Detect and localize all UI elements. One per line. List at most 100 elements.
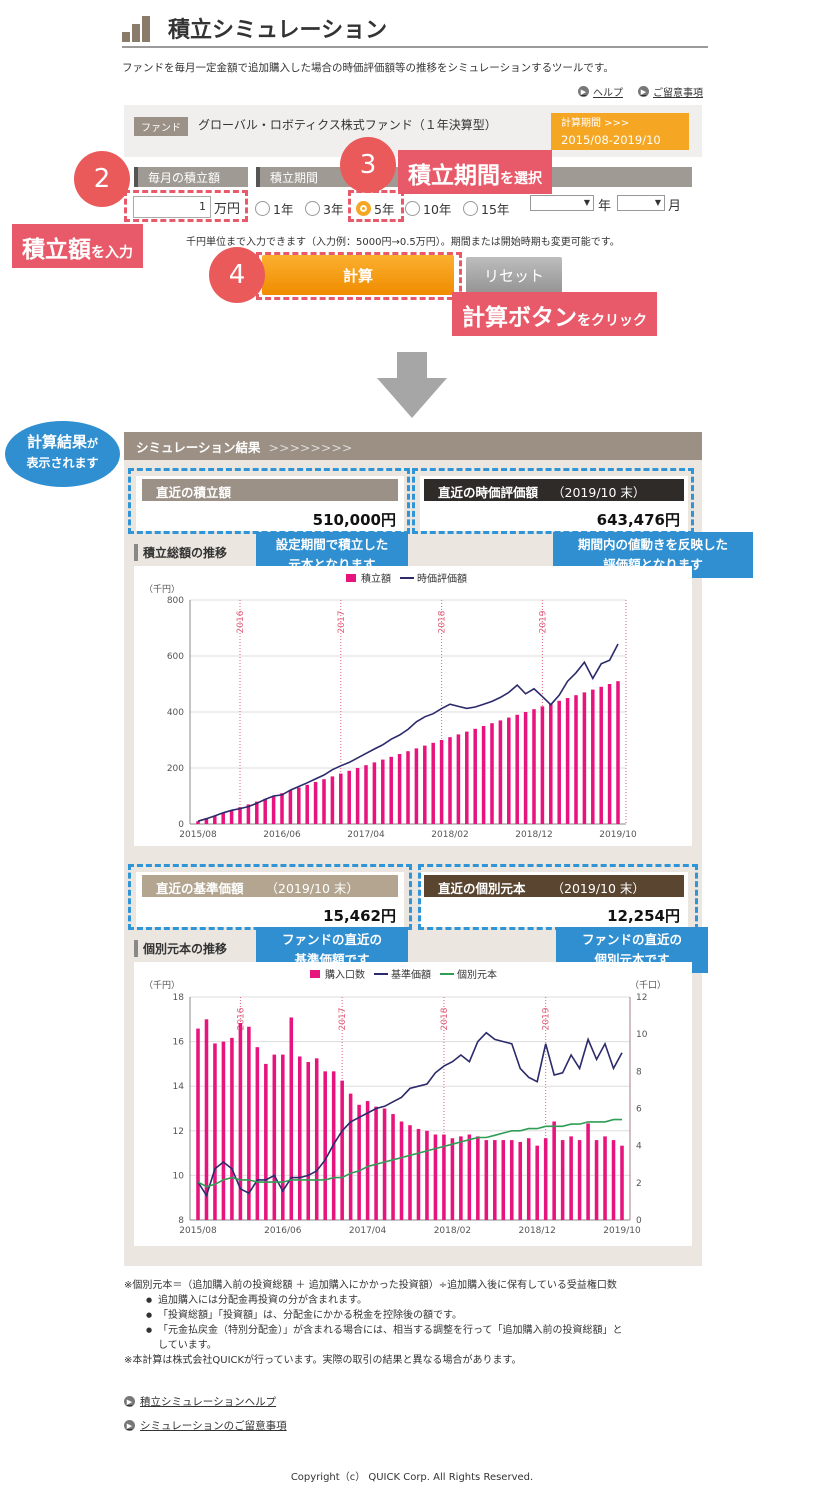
- chart2-container: （千円） （千口） 8 10 12 14 16 18 0 2 4 6 8 10 12 2016 2017 2018…: [134, 962, 692, 1246]
- calculate-button[interactable]: 計算: [262, 255, 454, 295]
- bar: [518, 1141, 523, 1220]
- y2-tick-label: 8: [636, 1067, 642, 1077]
- bar: [574, 695, 578, 824]
- bar: [196, 1028, 200, 1220]
- bar: [255, 801, 259, 824]
- bar: [433, 1134, 438, 1220]
- bar: [582, 692, 587, 824]
- help-link[interactable]: ▶ ヘルプ: [578, 84, 623, 99]
- period-radio-15y[interactable]: 15年: [463, 199, 509, 218]
- legend-swatch: [346, 574, 356, 582]
- step-3-label: 積立期間 を選択: [398, 150, 552, 194]
- legend-label: 購入口数: [325, 968, 365, 981]
- bar: [465, 731, 469, 824]
- bar: [484, 1140, 489, 1220]
- bar: [560, 1140, 565, 1220]
- bar: [476, 1136, 480, 1220]
- individual-highlight: [418, 864, 698, 930]
- series-line: [197, 1118, 622, 1188]
- y-tick-label: 10: [173, 1171, 185, 1181]
- period-radio-3y[interactable]: 3年: [305, 199, 343, 218]
- y-tick-label: 600: [167, 652, 184, 662]
- legend-label: 積立額: [361, 572, 391, 585]
- page-description: ファンドを毎月一定金額で追加購入した場合の時価評価額等の推移をシミュレーションす…: [122, 62, 614, 74]
- amount-highlight: [124, 190, 248, 222]
- step-2-label: 積立額 を入力: [12, 224, 143, 268]
- title-divider: [122, 46, 708, 48]
- legend-label: 時価評価額: [417, 572, 467, 585]
- radio-icon: [405, 201, 420, 216]
- caution-link[interactable]: ▶ ご留意事項: [638, 84, 703, 99]
- bar: [509, 1140, 514, 1220]
- bar: [255, 1047, 260, 1220]
- y2-unit-label: （千口）: [630, 980, 666, 991]
- footnote-list: 追加購入には分配金再投資の分が含まれます。 「投資総額」「投資額」は、分配金にか…: [146, 1293, 714, 1338]
- bar: [448, 737, 452, 824]
- footnote-item: 「元金払戻金（特別分配金）」が含まれる場合には、相当する調整を行って「追加購入前…: [146, 1323, 714, 1338]
- contribution-highlight: [128, 468, 410, 534]
- bar: [607, 684, 612, 824]
- bar: [204, 1019, 209, 1220]
- y-tick-label: 12: [173, 1127, 184, 1137]
- bar: [297, 1056, 302, 1220]
- bar: [577, 1140, 582, 1220]
- period-radio-1y[interactable]: 1年: [255, 199, 293, 218]
- start-year-select[interactable]: ▼: [530, 195, 594, 211]
- amount-input[interactable]: 1: [133, 196, 211, 218]
- title-bars-icon: [122, 14, 158, 42]
- x-tick-label: 2017/04: [347, 830, 385, 840]
- radio-icon: [463, 201, 478, 216]
- calc-period-label: 計算期間 >>>: [561, 118, 630, 129]
- arrow-circle-icon: ▶: [578, 86, 589, 97]
- bar: [450, 1138, 455, 1220]
- x-tick-label: 2017/04: [349, 1226, 387, 1236]
- latest-contribution-card: 直近の積立額 510,000円: [136, 476, 404, 531]
- bar: [281, 1054, 285, 1220]
- y2-tick-label: 12: [636, 993, 647, 1003]
- results-header: シミュレーション結果 >>>>>>>>: [124, 432, 702, 460]
- bar: [552, 1121, 556, 1220]
- bar: [603, 1136, 607, 1220]
- bar: [381, 759, 385, 824]
- help-footer-link[interactable]: ▶ 積立シミュレーションヘルプ: [124, 1394, 276, 1409]
- latest-nav-value: 15,462円: [323, 907, 396, 925]
- period-radio-10y[interactable]: 10年: [405, 199, 451, 218]
- bar: [594, 1140, 599, 1220]
- x-tick-label: 2015/08: [179, 830, 217, 840]
- result-bubble: 計算結果が 表示されます: [5, 421, 120, 487]
- latest-market-value: 643,476円: [596, 511, 680, 529]
- chart1-container: （千円） 0 200 400 600 800 2016 2017 2018 2019 2015/08…: [134, 566, 692, 846]
- latest-market-label: 直近の時価評価額 （2019/10 末）: [424, 479, 684, 501]
- bar: [297, 787, 301, 824]
- calc-period-badge: 計算期間 >>> 2015/08-2019/10: [551, 113, 689, 150]
- footnote-item: 「投資総額」「投資額」は、分配金にかかる税金を控除後の額です。: [146, 1308, 714, 1323]
- start-month-select[interactable]: ▼: [617, 195, 665, 211]
- legend-label: 基準価額: [391, 968, 431, 981]
- series-line: [197, 1031, 623, 1198]
- bar: [288, 790, 293, 824]
- bar: [323, 1071, 327, 1220]
- y-unit-label: （千円）: [144, 584, 180, 595]
- bar: [523, 712, 528, 824]
- bar: [557, 700, 561, 824]
- latest-individual-value: 12,254円: [607, 907, 680, 925]
- monthly-amount-label: 毎月の積立額: [134, 167, 248, 187]
- x-tick-label: 2016/06: [263, 830, 301, 840]
- bar: [230, 1037, 234, 1220]
- x-tick-label: 2016/06: [264, 1226, 302, 1236]
- bar: [611, 1140, 616, 1220]
- period-radio-5y[interactable]: 5年: [356, 199, 394, 218]
- step-4-badge: 4: [209, 247, 265, 303]
- caution-footer-link[interactable]: ▶ シミュレーションのご留意事項: [124, 1418, 287, 1433]
- bar: [490, 723, 494, 824]
- footnote-item: 追加購入には分配金再投資の分が含まれます。: [146, 1293, 714, 1308]
- bar: [425, 1130, 429, 1220]
- year-marker-label: 2019: [542, 1007, 552, 1030]
- bar: [507, 717, 511, 824]
- step-3-badge: 3: [340, 137, 396, 193]
- copyright: Copyright（c） QUICK Corp. All Rights Rese…: [290, 1472, 534, 1483]
- bar: [238, 807, 242, 824]
- reset-button[interactable]: リセット: [466, 257, 562, 293]
- quick-note: ※本計算は株式会社QUICKが行っています。実際の取引の結果と異なる場合がありま…: [124, 1355, 522, 1366]
- latest-market-card: 直近の時価評価額 （2019/10 末） 643,476円: [420, 476, 688, 531]
